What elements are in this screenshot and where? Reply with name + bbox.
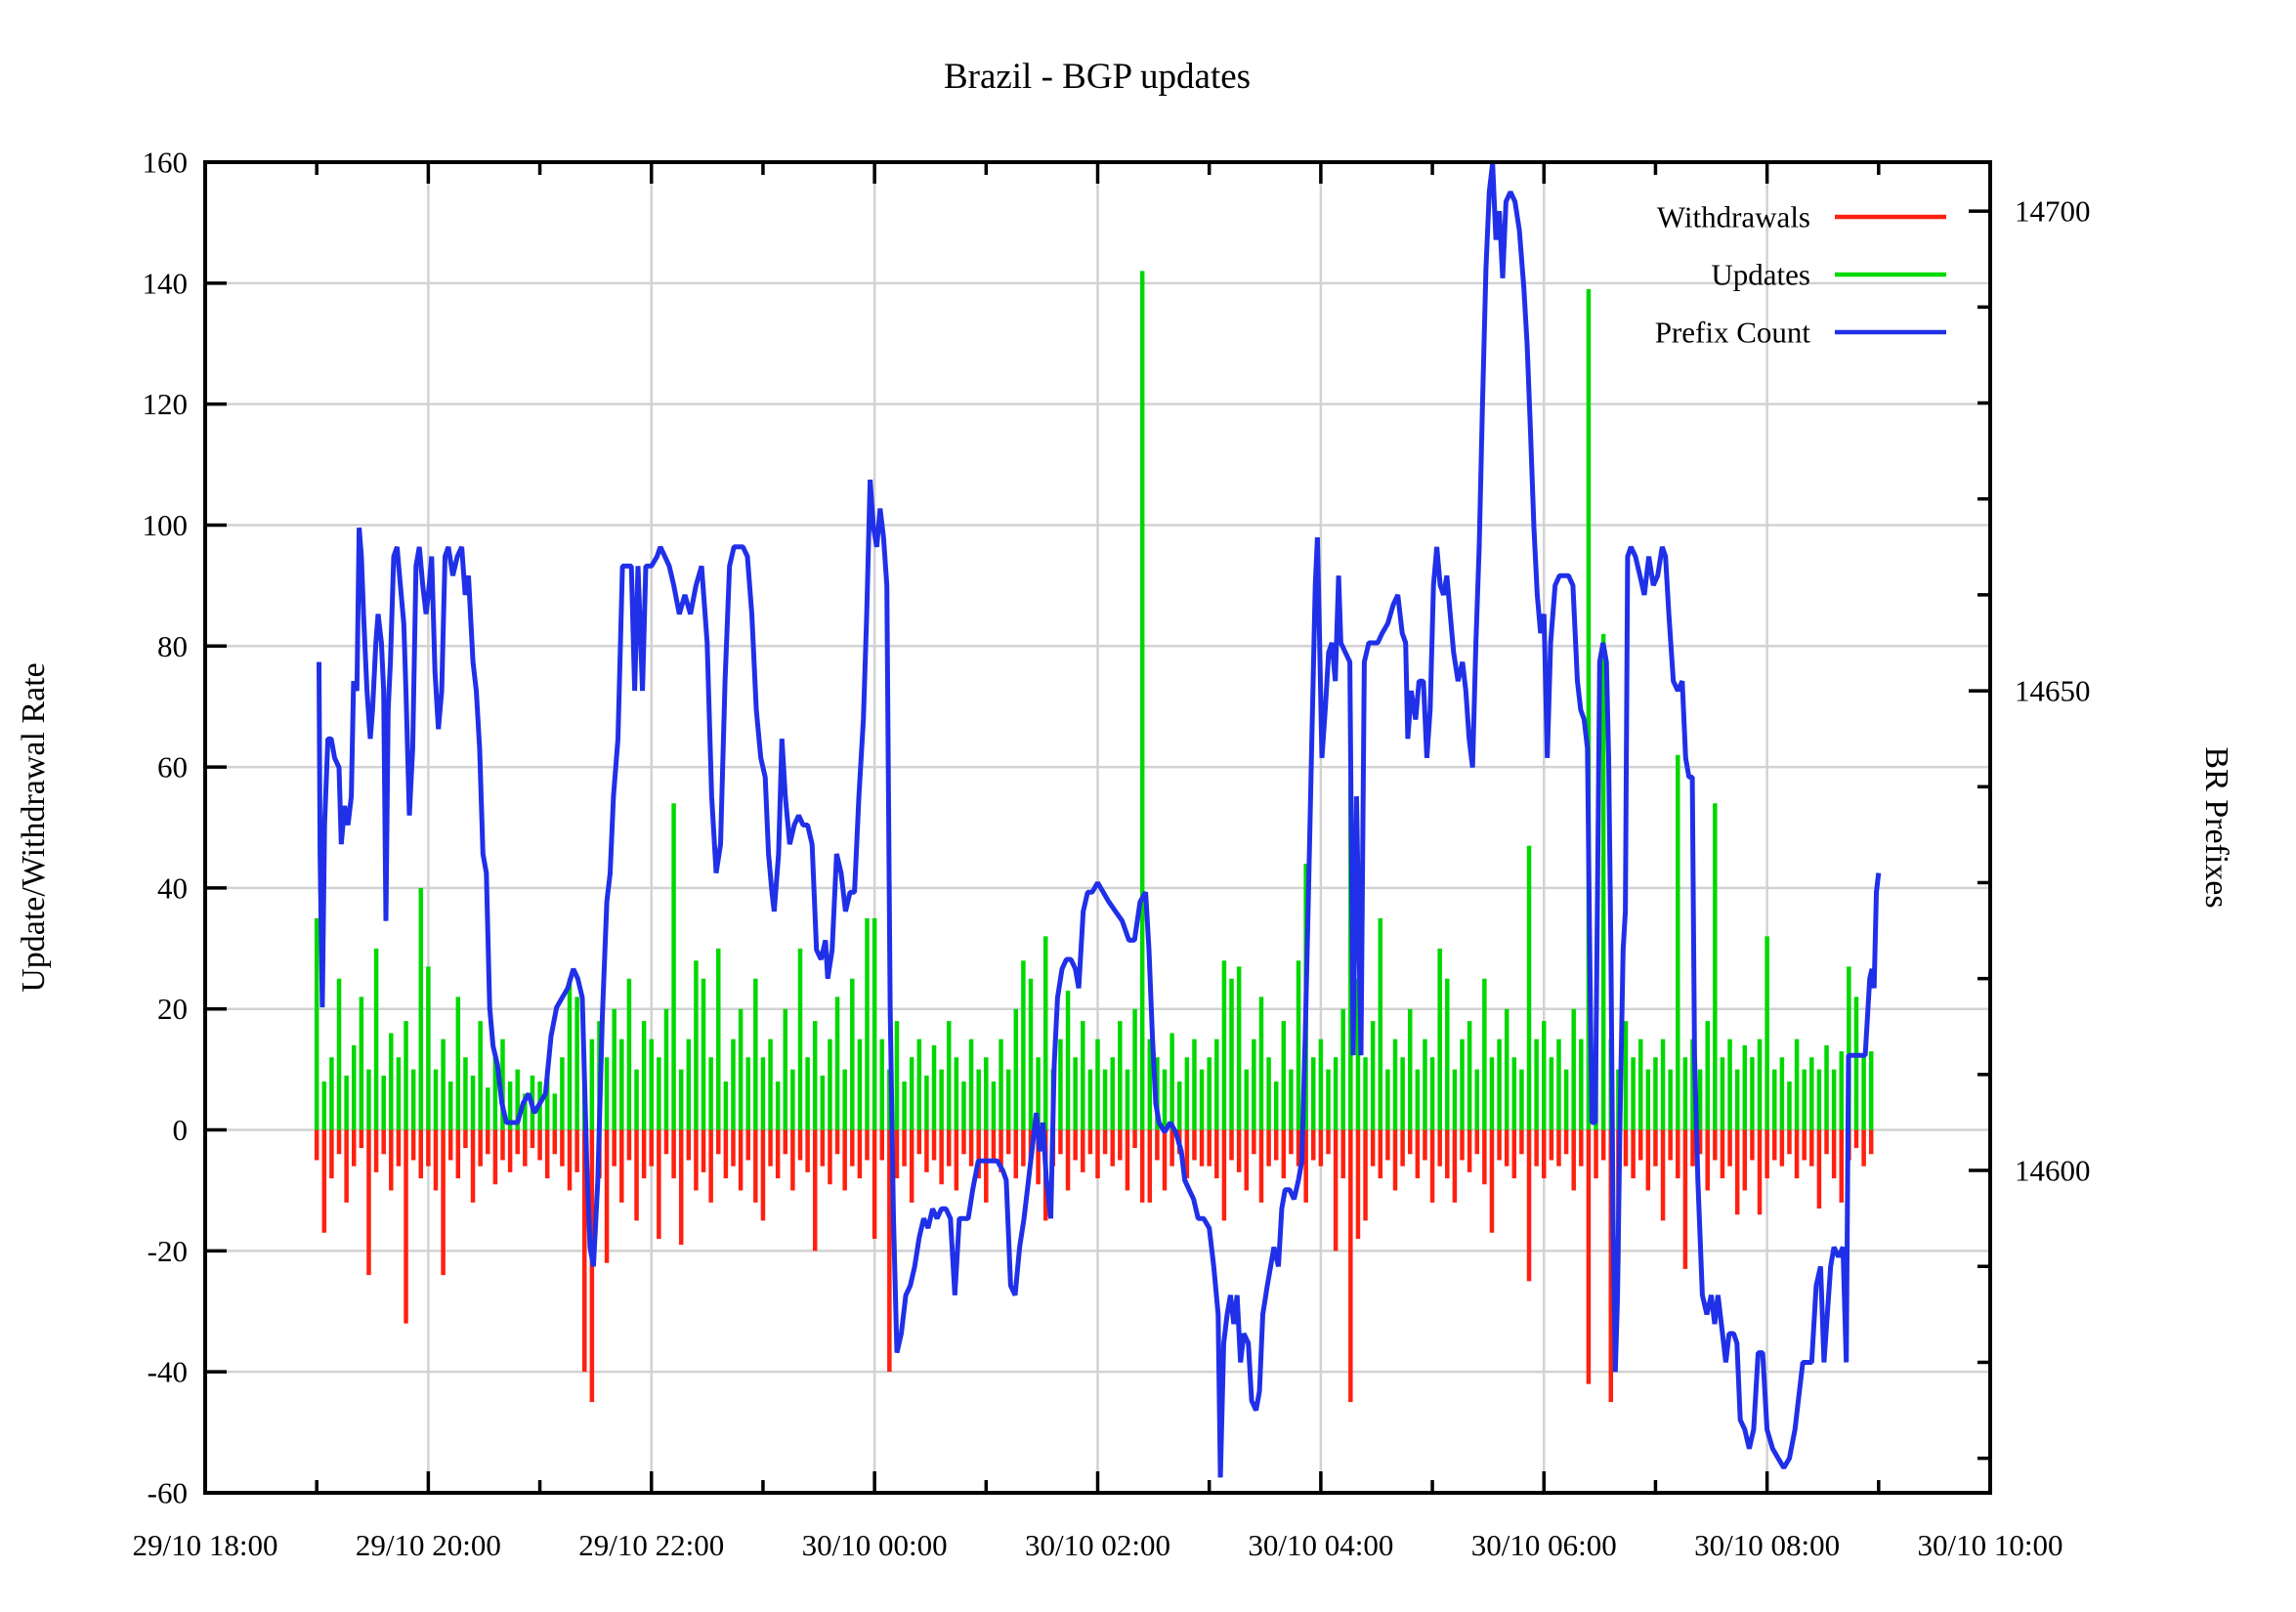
legend-item-updates: Updates [1711,258,1946,292]
y-tick-label: 100 [143,508,189,542]
gridlines [205,162,1990,1493]
y-tick-label: -20 [148,1234,188,1268]
y2-tick-label: 14600 [2015,1154,2091,1188]
withdrawals-impulses [314,1129,1874,1403]
legend: Withdrawals Updates Prefix Count [1655,200,1946,350]
y-tick-label: 40 [157,870,188,905]
x-tick-label: 30/10 08:00 [1694,1528,1840,1562]
chart-series [314,162,1882,1478]
legend-item-prefix-count: Prefix Count [1655,316,1946,350]
y-tick-label: -40 [148,1355,188,1389]
y-tick-label: 0 [173,1113,189,1147]
chart-title: Brazil - BGP updates [944,57,1251,97]
updates-impulses [314,271,1874,1130]
y-axis-label: Update/Withdrawal Rate [16,662,52,993]
y-tick-label: 20 [157,992,188,1026]
plot-border [203,160,1992,1495]
y-tick-label: 140 [143,266,189,300]
y2-tick-label: 14650 [2015,674,2091,708]
x-tick-label: 30/10 04:00 [1248,1528,1393,1562]
y-tick-label: 160 [143,146,189,180]
x-tick-label: 29/10 22:00 [578,1528,724,1562]
x-tick-label: 30/10 02:00 [1025,1528,1170,1562]
x-tick-label: 29/10 18:00 [133,1528,278,1562]
legend-label-prefix-count: Prefix Count [1655,316,1811,350]
y-tick-label: -60 [148,1476,188,1510]
legend-label-updates: Updates [1711,258,1810,292]
prefix-count-line [317,162,1882,1478]
legend-label-withdrawals: Withdrawals [1657,200,1810,234]
x-tick-label: 29/10 20:00 [356,1528,501,1562]
y-tick-label: 80 [157,629,188,663]
y2-tick-label: 14700 [2015,194,2091,229]
axes-and-ticks: -60 -40 -20 0 20 40 60 80 100 120 140 160 29/10 18:0… [133,146,2091,1563]
y-tick-label: 120 [143,387,189,421]
x-tick-label: 30/10 00:00 [802,1528,948,1562]
x-tick-label: 30/10 06:00 [1471,1528,1617,1562]
y2-axis-label: BR Prefixes [2198,746,2234,908]
y-tick-label: 60 [157,750,188,785]
x-tick-label: 30/10 10:00 [1918,1528,2063,1562]
legend-item-withdrawals: Withdrawals [1657,200,1946,234]
